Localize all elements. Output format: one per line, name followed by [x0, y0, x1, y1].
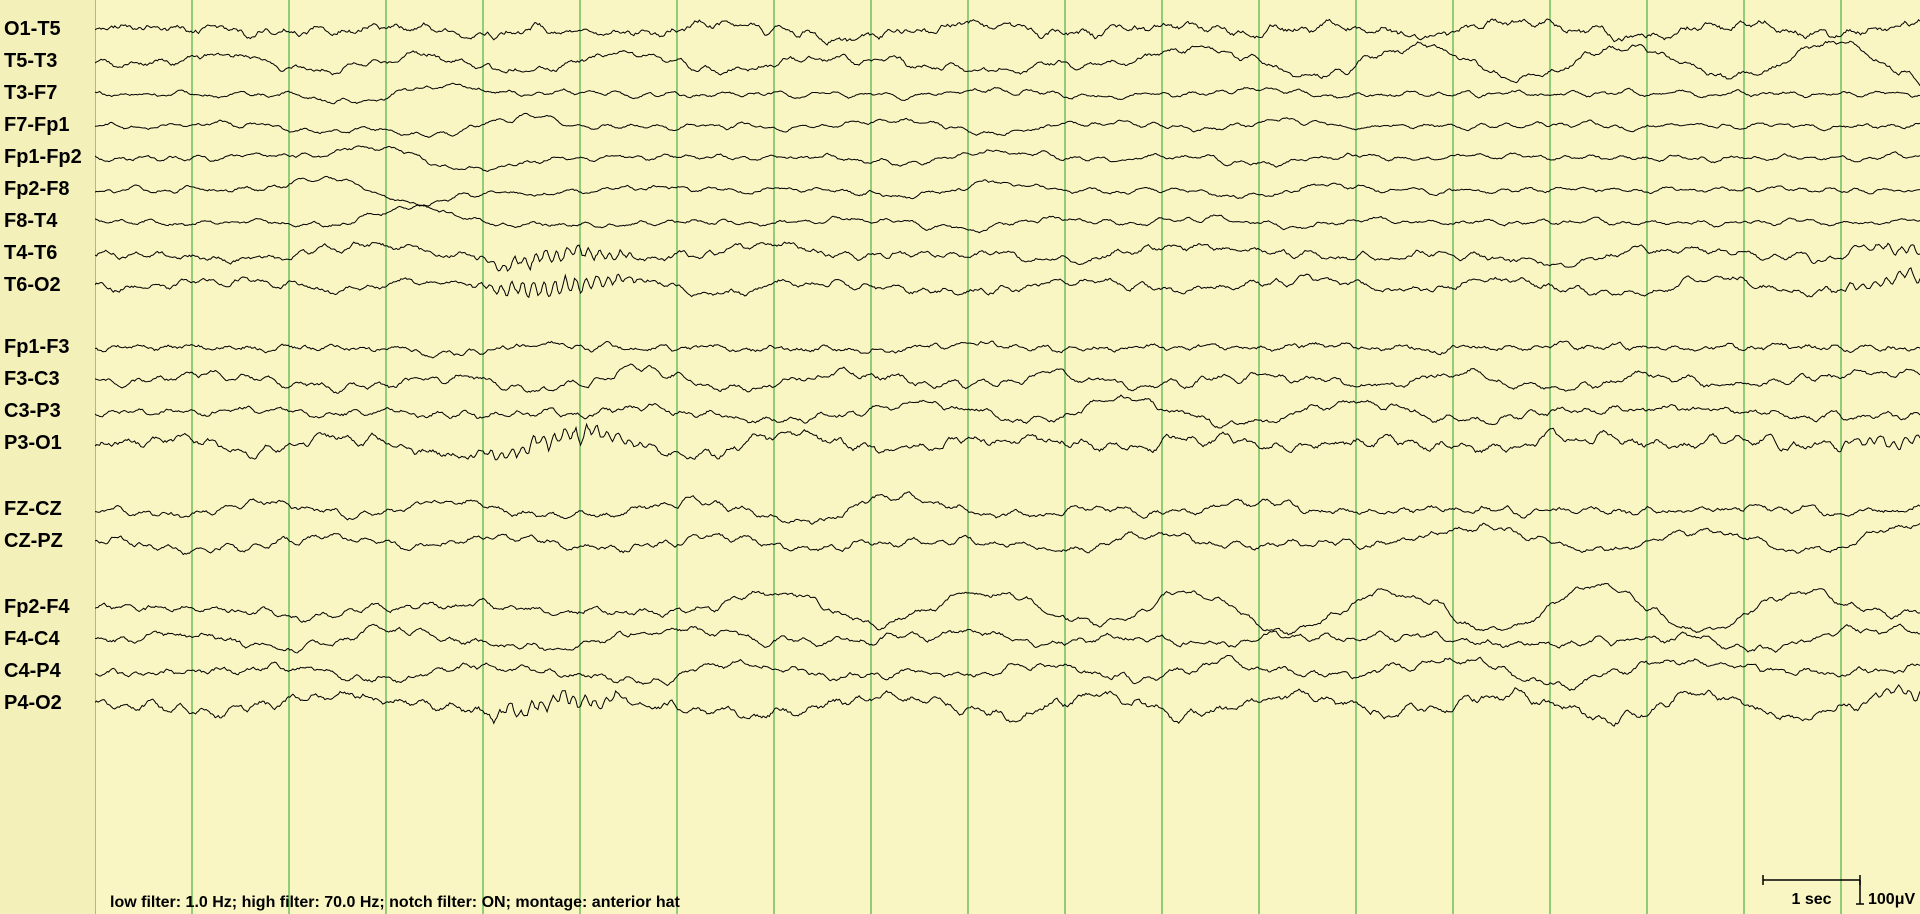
channel-label: T6-O2 [4, 274, 61, 297]
channel-label: T4-T6 [4, 242, 57, 265]
channel-label: CZ-PZ [4, 530, 63, 553]
channel-label: P4-O2 [4, 692, 62, 715]
channel-labels-column: O1-T5 T5-T3 T3-F7 F7-Fp1 Fp1-Fp2 Fp2-F8 F8-T4 T… [0, 0, 95, 914]
channel-label: FZ-CZ [4, 498, 62, 521]
channel-label: Fp2-F4 [4, 596, 70, 619]
channel-label: F7-Fp1 [4, 114, 70, 137]
channel-label: F4-C4 [4, 628, 60, 651]
waveform-area: 1 sec 100μV [95, 0, 1920, 914]
channel-label: Fp1-F3 [4, 336, 70, 359]
channel-label: Fp1-Fp2 [4, 146, 82, 169]
channel-label: F8-T4 [4, 210, 57, 233]
scale-amp-label: 100μV [1868, 891, 1915, 908]
eeg-viewer: O1-T5 T5-T3 T3-F7 F7-Fp1 Fp1-Fp2 Fp2-F8 F8-T4 T… [0, 0, 1920, 914]
channel-label: C4-P4 [4, 660, 61, 683]
channel-label: O1-T5 [4, 18, 61, 41]
scale-time-label: 1 sec [1791, 891, 1831, 908]
channel-label: C3-P3 [4, 400, 61, 423]
channel-label: T5-T3 [4, 50, 57, 73]
channel-label: Fp2-F8 [4, 178, 70, 201]
eeg-svg: 1 sec 100μV [95, 0, 1920, 914]
filter-settings-text: low filter: 1.0 Hz; high filter: 70.0 Hz… [110, 894, 680, 912]
channel-label: P3-O1 [4, 432, 62, 455]
channel-label: T3-F7 [4, 82, 57, 105]
channel-label: F3-C3 [4, 368, 60, 391]
